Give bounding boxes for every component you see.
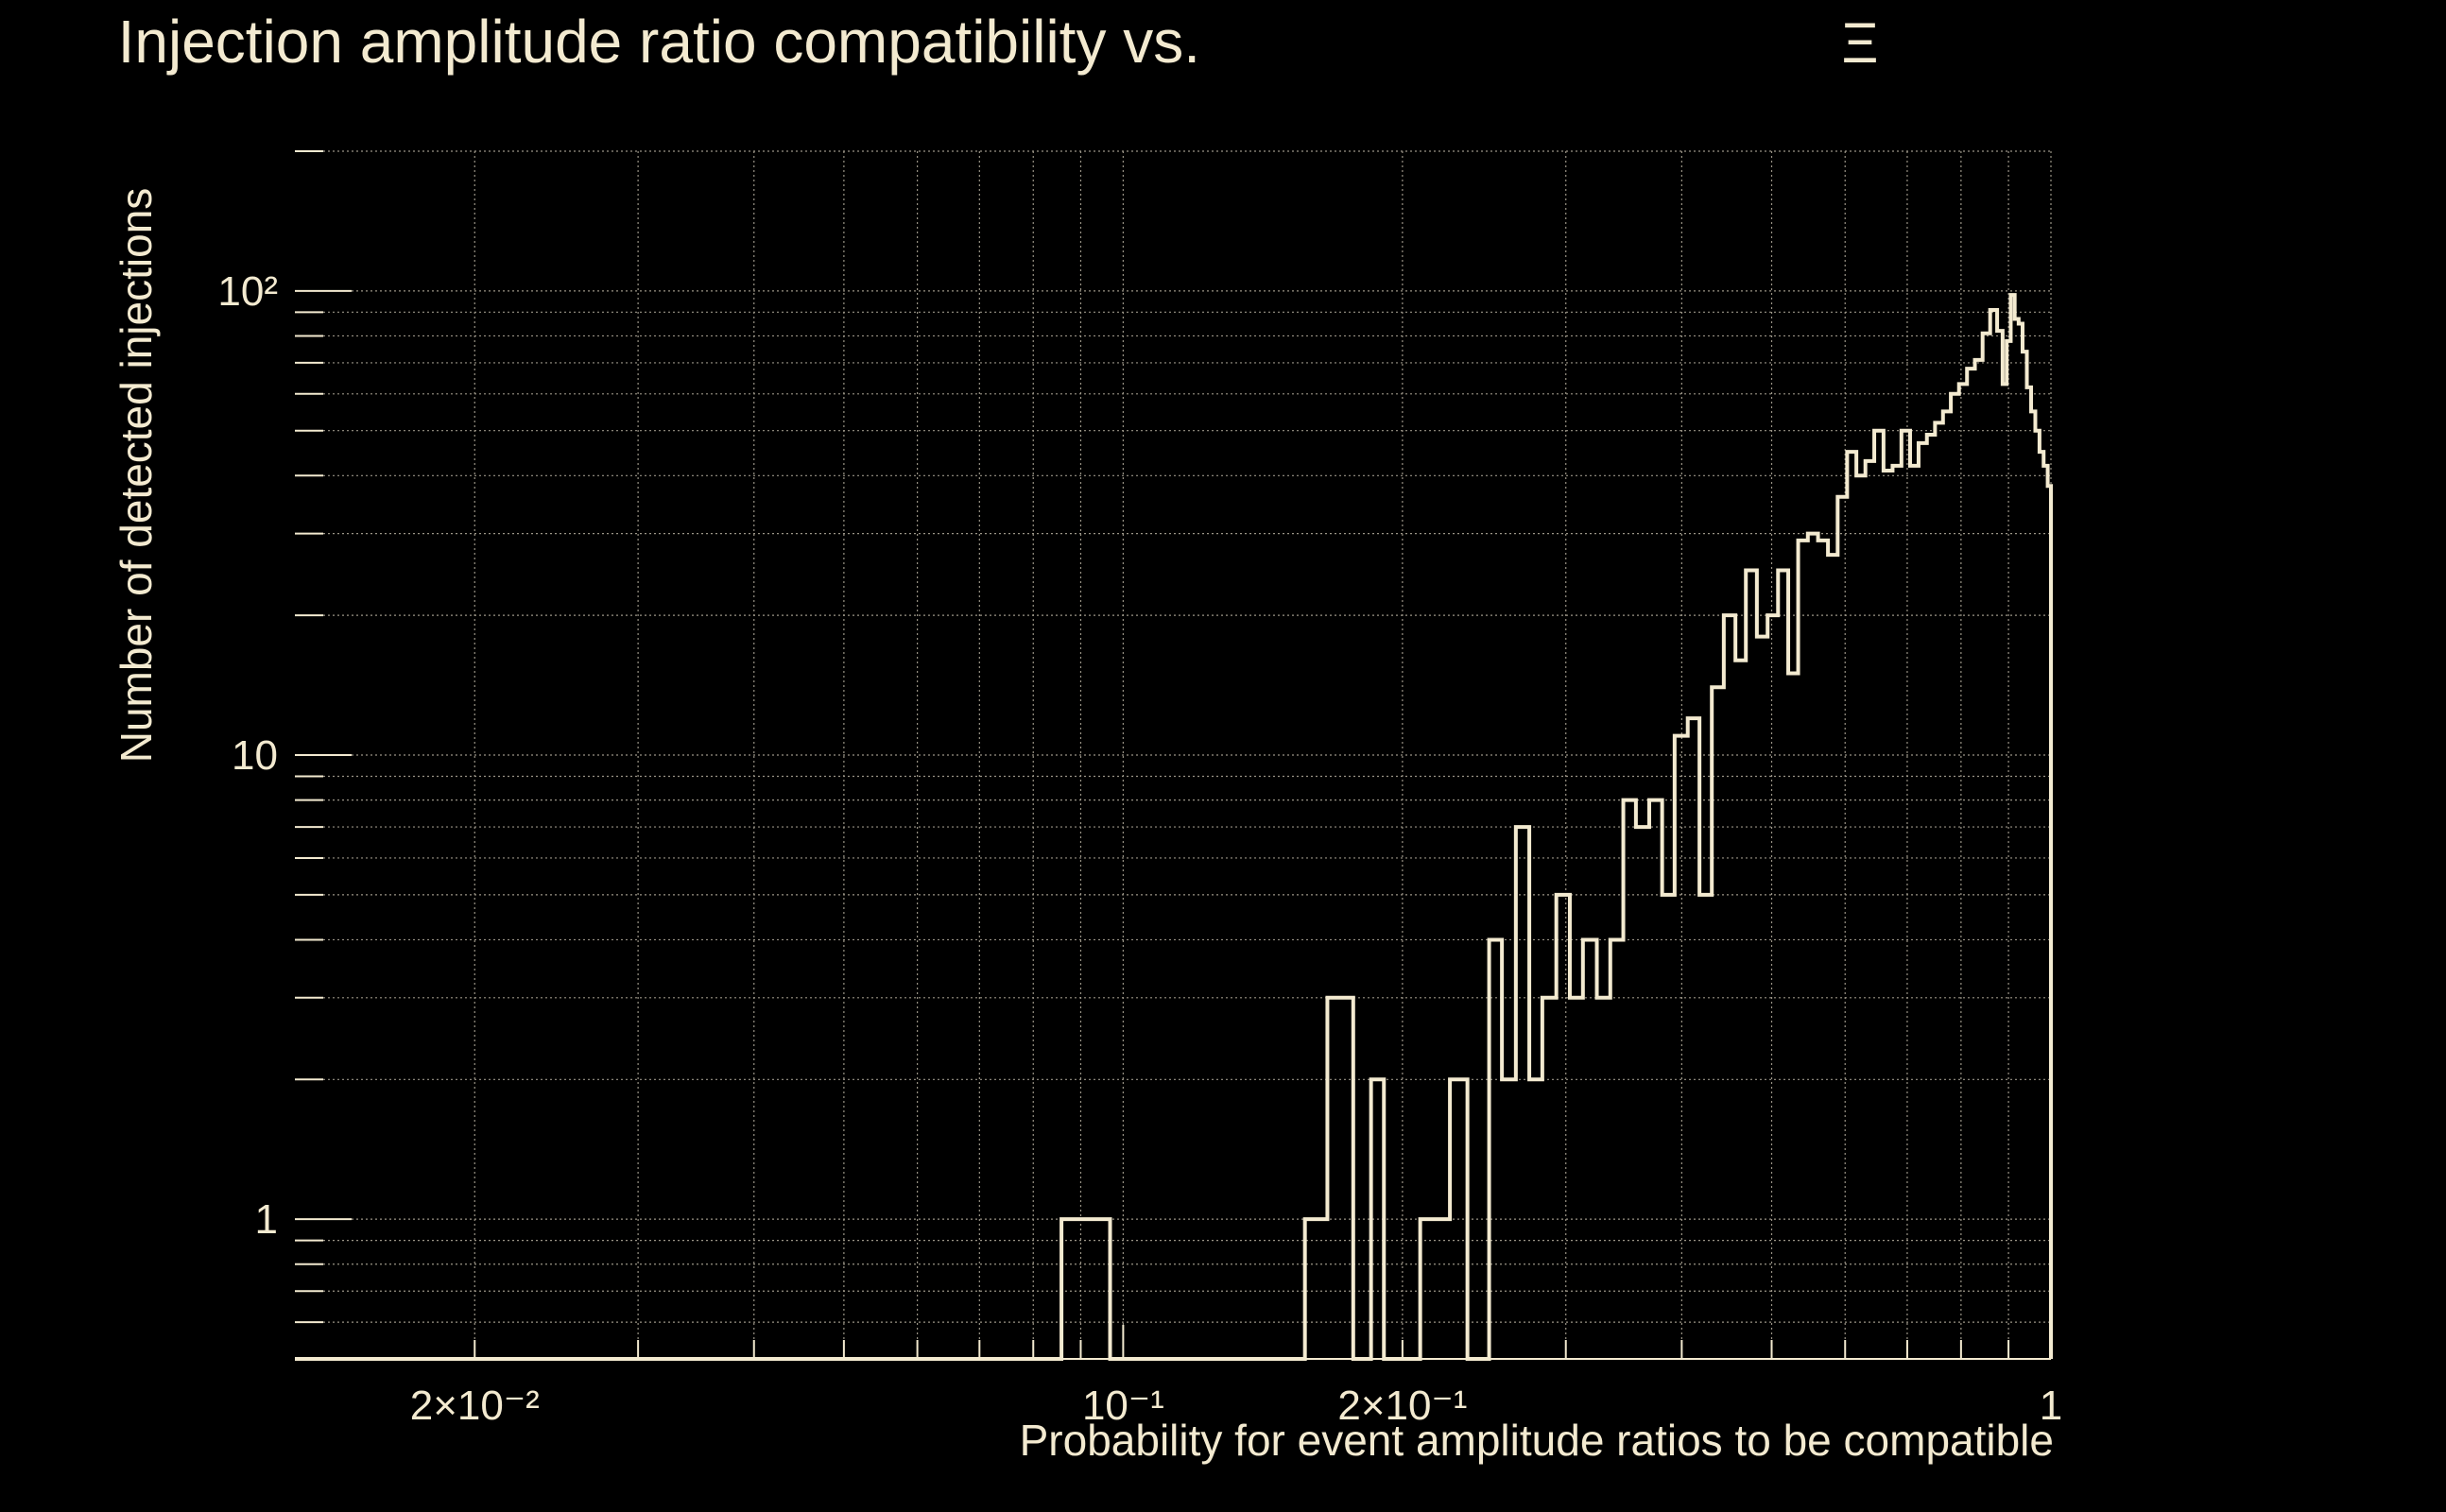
- x-tick-label: 1: [2040, 1383, 2062, 1429]
- grid-lines: [295, 150, 2052, 1360]
- axis-ticks: [295, 150, 2052, 1360]
- x-tick-label: 2×10⁻¹: [1337, 1383, 1467, 1429]
- title-xi-symbol: Ξ: [1842, 11, 1879, 75]
- y-axis-label: Number of detected injections: [112, 188, 161, 764]
- x-tick-label: 2×10⁻²: [410, 1383, 540, 1429]
- y-tick-label: 10: [232, 732, 278, 779]
- y-tick-label: 10²: [217, 268, 278, 315]
- x-axis-label: Probability for event amplitude ratios t…: [1020, 1416, 2054, 1465]
- tick-labels: 2×10⁻² 10⁻¹ 2×10⁻¹ 1 1 10 10²: [217, 268, 2062, 1429]
- y-tick-label: 1: [255, 1196, 278, 1243]
- x-tick-label: 10⁻¹: [1082, 1383, 1164, 1429]
- chart-title: Injection amplitude ratio compatibility …: [118, 8, 1200, 76]
- histogram-series: [295, 293, 2053, 1361]
